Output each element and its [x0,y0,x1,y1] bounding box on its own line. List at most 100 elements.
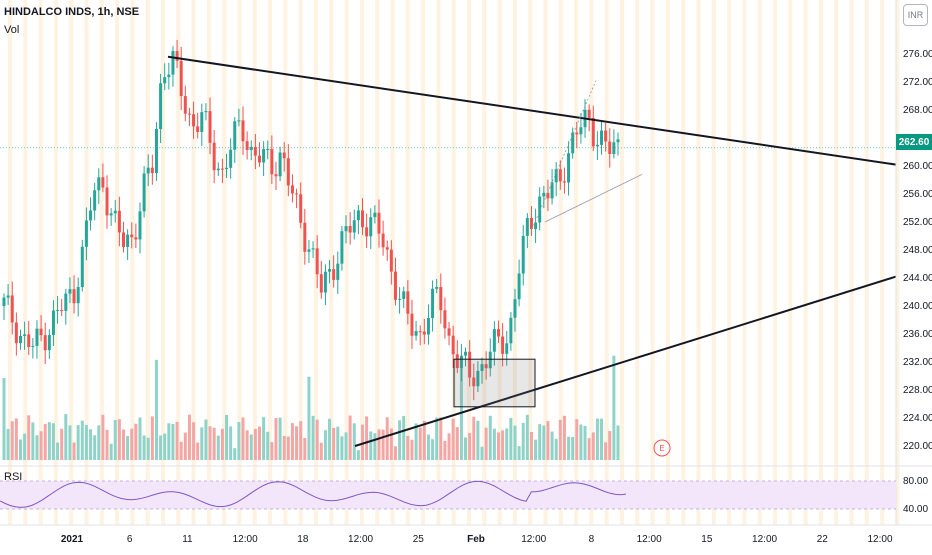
candle-body [365,227,369,237]
time-tick-label: 2021 [61,534,84,545]
volume-bar [616,425,620,460]
volume-bar [51,423,55,460]
volume-bar [278,417,282,460]
volume-bar [220,428,224,460]
candle-body [31,345,35,347]
price-tick-label: 260.00 [903,161,932,172]
candle-body [39,328,43,336]
session-band [543,0,548,525]
session-band [421,0,426,525]
candle-body [80,246,84,287]
price-tick-label: 224.00 [903,413,932,424]
volume-bar [571,437,575,460]
volume-bar [68,425,72,460]
candle-body [154,129,158,174]
volume-bar [249,434,253,460]
volume-bar [480,446,484,460]
candle-body [109,213,113,216]
currency-badge[interactable]: INR [903,4,928,26]
volume-bar [212,427,216,460]
rsi-tick-label: 40.00 [903,504,928,515]
volume-bar [492,428,496,460]
session-band [558,0,563,525]
volume-bar [64,414,68,460]
session-band [375,0,380,525]
candle-body [220,168,224,170]
candle-body [558,169,562,182]
price-tick-label: 248.00 [903,245,932,256]
session-band [23,0,28,525]
candle-body [501,336,505,354]
candle-body [47,335,51,351]
session-band [803,0,808,525]
volume-bar [204,419,208,460]
volume-bar [216,435,220,460]
session-band [130,0,135,525]
session-band [635,0,640,525]
symbol-title: HINDALCO INDS, 1h, NSE [4,6,140,18]
candle-body [35,328,39,346]
volume-bar [381,429,385,460]
session-band [115,0,120,525]
session-band [237,0,242,525]
candle-body [105,187,109,216]
volume-bar [431,439,435,460]
time-tick-label: 6 [127,534,133,545]
volume-bar [274,418,278,460]
candle-body [323,271,327,293]
volume-bar [505,428,509,460]
volume-bar [35,435,39,460]
volume-bar [356,450,360,460]
candle-body [225,167,229,170]
volume-bar [377,429,381,460]
volume-bar [56,442,60,460]
volume-bar [171,424,175,460]
session-band [436,0,441,525]
candle-body [208,111,212,143]
candle-body [192,114,196,127]
session-band [344,0,349,525]
volume-bar [550,431,554,460]
session-band [69,0,74,525]
candle-body [97,177,101,191]
candle-body [130,234,134,238]
candle-body [117,210,121,233]
candle-body [575,132,579,135]
volume-bar [183,432,187,460]
volume-bar [18,439,22,460]
candle-body [76,286,80,304]
candle-body [476,370,480,387]
candle-body [381,233,385,248]
candle-body [101,177,105,188]
volume-bar [517,446,521,460]
candle-body [443,310,447,329]
volume-bar [612,355,616,460]
candle-body [93,190,97,211]
volume-bar [241,417,245,460]
session-band [880,0,885,525]
volume-bar [600,418,604,460]
volume-bar [365,416,369,460]
volume-bar [608,431,612,460]
volume-bar [575,419,579,460]
rsi-tick-label: 80.00 [903,476,928,487]
candle-body [216,168,220,171]
volume-bar [237,422,241,460]
candle-body [167,74,171,78]
volume-bar [200,427,204,460]
volume-bar [542,425,546,460]
time-tick-label: 12:00 [233,534,258,545]
volume-bar [398,420,402,460]
volume-bar [402,415,406,460]
candle-body [2,297,6,306]
candle-body [464,351,468,356]
volume-bar [447,433,451,460]
session-band [895,0,900,525]
candle-body [138,211,142,240]
candle-body [418,331,422,333]
volume-bar [418,427,422,460]
candle-body [249,146,253,150]
volume-bar [455,427,459,460]
